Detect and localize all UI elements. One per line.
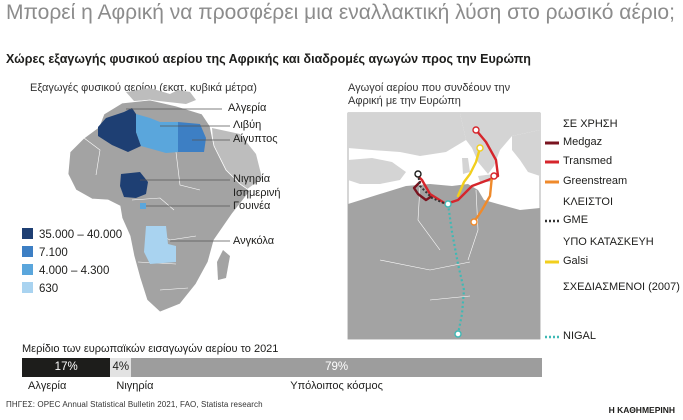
pipeline-name: Medgaz: [563, 136, 603, 148]
label-nigeria: Νιγηρία: [233, 173, 271, 185]
sardinia-land: [462, 158, 470, 174]
pipeline-group-planned: ΣΧΕΔΙΑΣΜΕΝΟΙ (2007): [563, 281, 680, 293]
bar-segment-1: 17%: [22, 358, 111, 377]
italy-land: [460, 113, 540, 174]
iberia-land: [348, 158, 406, 184]
pipeline-name: Galsi: [563, 255, 589, 267]
algeria-shape: [98, 108, 141, 152]
legend-swatch: [22, 264, 33, 275]
legend-row-1: 35.000 – 40.000: [22, 228, 122, 242]
bar-segment-3: 79%: [131, 358, 542, 377]
bar-category-label-2: Νιγηρία: [116, 380, 154, 392]
equatorial-guinea-shape: [140, 203, 146, 209]
node-nigeria: [454, 330, 462, 338]
subtitle: Χώρες εξαγωγής φυσικού αερίου της Αφρική…: [6, 52, 531, 66]
north-africa-land: [348, 184, 540, 339]
pipeline-group-in-use: ΣΕ ΧΡΗΣΗ: [563, 118, 618, 130]
pipeline-name: GME: [563, 214, 589, 226]
node-libya: [470, 218, 478, 226]
legend-row-3: 4.000 – 4.300: [22, 264, 109, 278]
label-egypt: Αίγυπτος: [233, 133, 278, 145]
balkans-land: [512, 130, 540, 176]
pipeline-medgaz: [412, 180, 434, 202]
main-title: Μπορεί η Αφρική να προσφέρει μια εναλλακ…: [6, 1, 675, 24]
label-algeria: Αλγερία: [228, 102, 267, 114]
france-land: [348, 113, 466, 156]
libya-shape: [136, 114, 178, 153]
node-galsi-end: [476, 144, 484, 152]
pipelines-map-caption: Αγωγοί αερίου που συνδέουν την Αφρική με…: [348, 82, 511, 107]
pipeline-gme: [417, 173, 447, 205]
pipeline-group-under-construction: ΥΠΟ ΚΑΤΑΣΚΕΥΗ: [563, 236, 654, 248]
pipeline-greenstream: [472, 174, 494, 224]
africa-land: [67, 99, 251, 313]
nigeria-shape: [120, 172, 148, 198]
legend-swatch: [22, 246, 33, 257]
pipeline-name: Greenstream: [563, 175, 628, 187]
node-italy-north: [472, 126, 480, 134]
angola-shape: [144, 226, 176, 264]
legend-label: 630: [39, 283, 59, 295]
node-sicily: [490, 172, 498, 180]
pipeline-galsi: [456, 146, 482, 198]
bar-category-label-3: Υπόλοιπος κόσμος: [290, 380, 383, 392]
label-equatorial-guinea: Ισημερινή Γουινέα: [233, 187, 281, 212]
bar-category-label-1: Αλγερία: [28, 380, 67, 392]
pipeline-group-closed: ΚΛΕΙΣΤΟΙ: [563, 196, 614, 208]
node-hassi-rmel: [444, 200, 452, 208]
label-libya: Λιβύη: [233, 119, 262, 131]
bar-segment-2: 4%: [110, 358, 132, 377]
pipeline-transmed: [416, 128, 500, 206]
legend-label: 7.100: [39, 247, 68, 259]
legend-swatch: [22, 228, 33, 239]
share-chart-title: Μερίδιο των ευρωπαϊκών εισαγωγών αερίου …: [22, 343, 279, 355]
sicily-land: [478, 174, 494, 182]
egypt-shape: [178, 122, 206, 152]
brand-logo: Η ΚΑΘΗΜΕΡΙΝΗ: [608, 405, 675, 415]
pipeline-nigal: [446, 203, 466, 335]
legend-swatch: [22, 282, 33, 293]
node-almeria: [414, 170, 422, 178]
legend-row-2: 7.100: [22, 246, 68, 260]
pipeline-name: Transmed: [563, 155, 613, 167]
legend-row-4: 630: [22, 282, 58, 296]
label-angola: Ανγκόλα: [233, 235, 275, 247]
madagascar-land: [217, 250, 230, 280]
legend-label: 35.000 – 40.000: [39, 229, 123, 241]
pipeline-name: NIGAL: [563, 330, 597, 342]
exports-map-caption: Εξαγωγές φυσικού αερίου (εκατ. κυβικά μέ…: [30, 82, 257, 94]
pipelines-map-frame: [347, 112, 541, 340]
legend-label: 4.000 – 4.300: [39, 265, 110, 277]
source-note: ΠΗΓΕΣ: OPEC Annual Statistical Bulletin …: [6, 400, 263, 409]
